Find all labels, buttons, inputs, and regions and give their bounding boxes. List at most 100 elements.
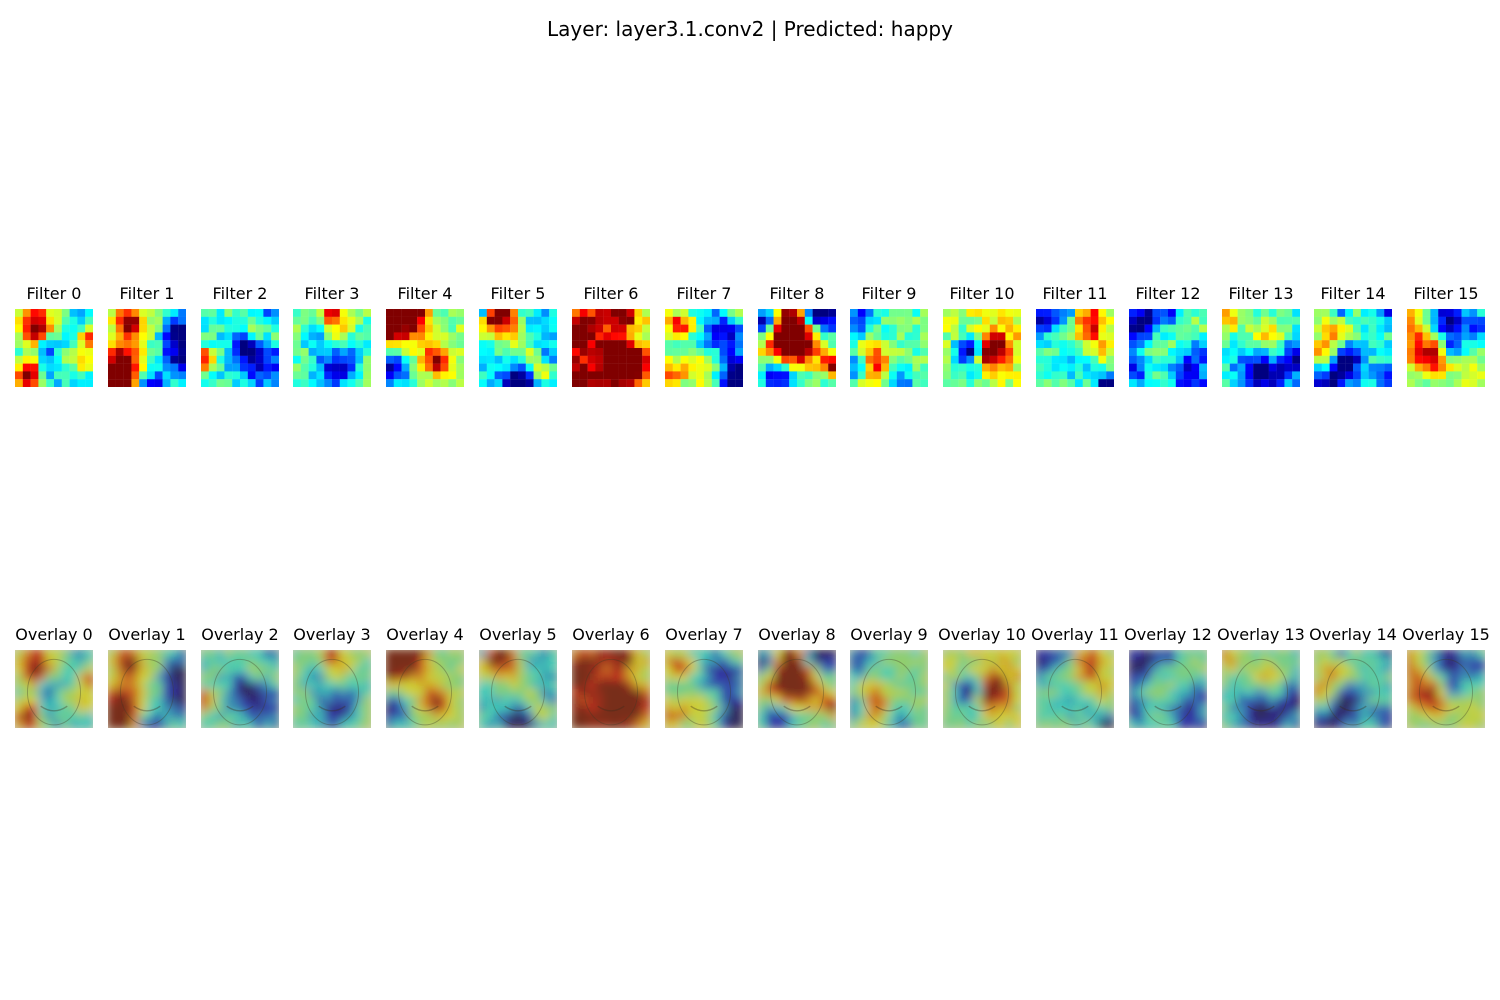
heatmap-cell [448, 379, 457, 387]
heatmap-cell [115, 316, 124, 325]
heatmap-cell [432, 332, 441, 341]
heatmap-cell [147, 363, 155, 372]
heatmap-cell [1191, 332, 1200, 341]
heatmap-cell [293, 348, 301, 356]
heatmap-cell [873, 316, 882, 325]
heatmap-cell [494, 340, 503, 349]
heatmap-cell [688, 332, 697, 341]
heatmap-cell [1152, 355, 1161, 364]
heatmap-cell [626, 355, 635, 364]
heatmap-cell [1345, 324, 1354, 333]
heatmap-cell [1461, 363, 1470, 372]
heatmap-cell [1160, 371, 1169, 380]
heatmap-cell [1477, 348, 1485, 356]
heatmap-cell [38, 371, 47, 380]
heatmap-cell [1329, 363, 1338, 372]
heatmap-cell [789, 371, 798, 380]
heatmap-cell [332, 340, 340, 349]
heatmap-cell [224, 371, 233, 380]
heatmap-cell [1453, 363, 1462, 372]
heatmap-cell [170, 309, 179, 317]
heatmap-cell [417, 379, 426, 387]
heatmap-cell [271, 332, 279, 341]
heatmap-cell [46, 348, 55, 356]
heatmap-cell [308, 332, 317, 341]
heatmap-cell [1292, 316, 1300, 325]
heatmap-cell [240, 316, 248, 325]
heatmap-cell [665, 332, 673, 341]
heatmap-cell [1284, 379, 1293, 387]
heatmap-cell [765, 355, 774, 364]
heatmap-cell [1067, 379, 1076, 387]
heatmap-cell [123, 363, 132, 372]
heatmap-cell [1013, 348, 1021, 356]
heatmap-cell [54, 332, 62, 341]
heatmap-cell [797, 371, 805, 380]
heatmap-cell [1237, 332, 1246, 341]
heatmap-cell [920, 379, 928, 387]
heatmap-cell [781, 379, 790, 387]
heatmap-cell [77, 324, 86, 333]
heatmap-cell [541, 363, 550, 372]
heatmap-cell [1082, 309, 1091, 317]
heatmap-cell [1384, 309, 1392, 317]
heatmap-cell [456, 316, 464, 325]
heatmap-cell [642, 363, 650, 372]
heatmap-cell [479, 332, 487, 341]
heatmap-cell [15, 324, 23, 333]
heatmap-cell [642, 309, 650, 317]
heatmap-cell [865, 316, 874, 325]
heatmap-cell [1360, 340, 1369, 349]
heatmap-cell [642, 316, 650, 325]
heatmap-cell [966, 379, 975, 387]
heatmap-cell [696, 363, 705, 372]
face-mouth [875, 705, 903, 712]
heatmap-cell [704, 363, 712, 372]
face-outline [1326, 658, 1380, 726]
heatmap-cell [1446, 348, 1454, 356]
heatmap-cell [773, 316, 782, 325]
face-outline [584, 658, 638, 726]
heatmap-cell [525, 379, 534, 387]
heatmap-cell [518, 340, 526, 349]
heatmap-cell [208, 363, 217, 372]
heatmap-cell [456, 340, 464, 349]
heatmap-cell [1013, 371, 1021, 380]
heatmap-cell [1067, 316, 1076, 325]
heatmap-cell [572, 355, 580, 364]
overlay-title: Overlay 7 [665, 625, 743, 644]
face-mouth [1339, 705, 1367, 712]
heatmap-cell [1043, 348, 1052, 356]
heatmap-cell [1422, 355, 1431, 364]
overlay-title: Overlay 13 [1217, 625, 1305, 644]
heatmap-cell [131, 355, 140, 364]
heatmap-cell [502, 355, 511, 364]
heatmap-cell [1222, 371, 1230, 380]
heatmap-cell [828, 332, 836, 341]
heatmap-cell [595, 340, 604, 349]
heatmap-cell [494, 371, 503, 380]
heatmap-cell [1368, 324, 1377, 333]
heatmap-cell [758, 332, 766, 341]
face-outline [491, 658, 545, 726]
heatmap-cell [502, 324, 511, 333]
filter-heatmap [386, 309, 464, 387]
heatmap-cell [510, 309, 519, 317]
heatmap-cell [773, 363, 782, 372]
heatmap-cell [170, 363, 179, 372]
heatmap-cell [1422, 379, 1431, 387]
heatmap-cell [1314, 355, 1322, 364]
heatmap-cell [293, 309, 301, 317]
heatmap-cell [773, 348, 782, 356]
heatmap-cell [494, 348, 503, 356]
heatmap-cell [440, 348, 449, 356]
heatmap-cell [611, 355, 619, 364]
heatmap-cell [889, 324, 897, 333]
heatmap-cell [1292, 379, 1300, 387]
heatmap-cell [974, 363, 983, 372]
heatmap-cell [300, 316, 309, 325]
heatmap-cell [425, 332, 433, 341]
heatmap-cell [425, 324, 433, 333]
heatmap-cell [224, 355, 233, 364]
heatmap-cell [154, 316, 163, 325]
